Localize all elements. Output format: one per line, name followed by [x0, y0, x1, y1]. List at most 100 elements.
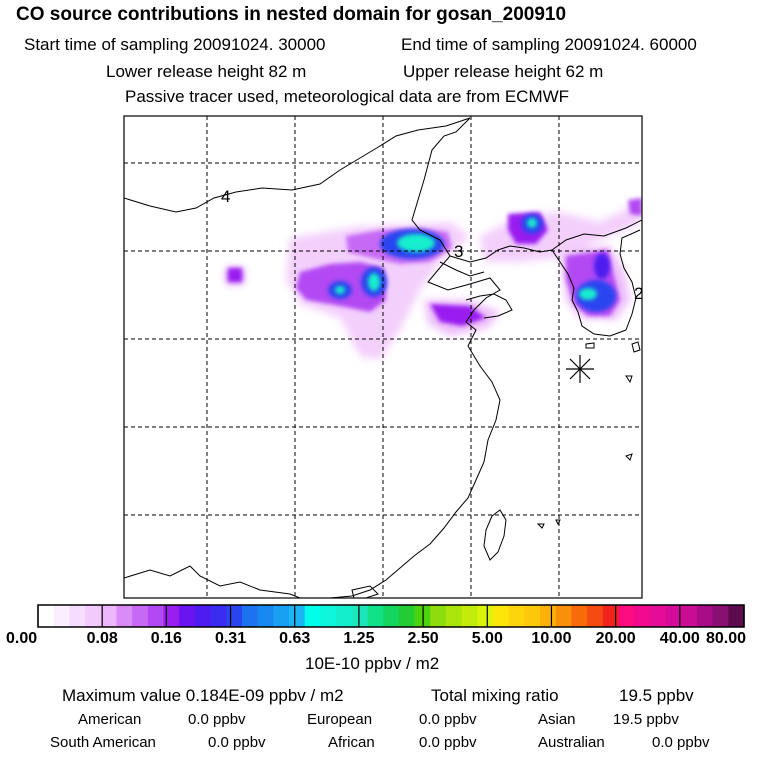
coastline-shandong: [465, 293, 513, 319]
colorbar-swatch: [116, 605, 133, 627]
colorbar-swatch: [320, 605, 337, 627]
source-name-european: European: [307, 711, 373, 728]
end-time-label: End time of sampling 20091024. 60000: [401, 35, 697, 54]
colorbar-tick-label: 2.50: [407, 630, 439, 647]
colorbar-swatch: [100, 605, 118, 627]
colorbar-swatch: [304, 605, 321, 627]
colorbar-swatch: [696, 605, 714, 627]
source-value-african: 0.0 ppbv: [419, 734, 477, 751]
cyan-hebei: [368, 273, 380, 291]
colorbar-swatch: [430, 605, 447, 627]
colorbar-swatch: [665, 605, 682, 627]
blue-korea-north: [594, 253, 610, 279]
cyan-shanxi: [335, 286, 345, 294]
violet-shandong: [430, 304, 486, 326]
colorbar-tick-label: 40.00: [659, 630, 700, 647]
colorbar-swatch: [336, 605, 353, 627]
source-value-asian: 19.5 ppbv: [613, 711, 679, 728]
source-name-australian: Australian: [538, 734, 605, 751]
colorbar-tick-label: 0.00: [6, 630, 38, 647]
island-ryukyu-1: [625, 453, 633, 461]
colorbar-swatch: [618, 605, 635, 627]
coastline-gulf: [124, 565, 301, 598]
island-japan-1: [631, 341, 641, 353]
colorbar-swatch: [147, 605, 165, 627]
colorbar-swatch: [524, 605, 541, 627]
colorbar-swatch: [226, 605, 243, 627]
colorbar-swatch: [179, 605, 196, 627]
colorbar-swatch: [163, 605, 180, 627]
colorbar-swatch: [571, 605, 588, 627]
colorbar-swatch: [492, 605, 510, 627]
coastline-korea-west: [551, 249, 627, 337]
border-mongolia: [124, 117, 471, 213]
colorbar-swatch: [210, 605, 227, 627]
colorbar-swatch: [634, 605, 651, 627]
cyan-korea: [579, 288, 597, 300]
colorbar-swatch: [194, 605, 212, 627]
source-value-south-american: 0.0 ppbv: [208, 734, 266, 751]
coastline-korea-east: [619, 229, 641, 331]
concentration-field: [124, 117, 642, 598]
colorbar-swatch: [351, 605, 369, 627]
coastline-bohai: [439, 261, 485, 277]
colorbar-swatch: [477, 605, 494, 627]
start-time-label: Start time of sampling 20091024. 30000: [24, 35, 326, 54]
colorbar-swatch: [555, 605, 573, 627]
island-japan-2: [625, 375, 633, 384]
violet-east: [628, 198, 642, 216]
chart-title: CO source contributions in nested domain…: [16, 4, 567, 25]
colorbar-swatch: [273, 605, 290, 627]
violet-spot: [228, 268, 242, 282]
colorbar-swatch: [85, 605, 102, 627]
border-northeast: [551, 219, 642, 251]
colorbar-swatch: [398, 605, 416, 627]
colorbar-swatch: [681, 605, 698, 627]
borders: [124, 117, 642, 251]
colorbar-frame: [37, 604, 745, 628]
colorbar-swatch: [241, 605, 259, 627]
source-name-american: American: [78, 711, 142, 728]
colorbar-tick-label: 0.31: [214, 630, 247, 647]
colorbar-swatch: [132, 605, 149, 627]
colorbar-swatch: [712, 605, 729, 627]
cyan-beijing: [397, 234, 435, 252]
island-ryukyu-2: [536, 523, 545, 529]
contour-label-3: 3: [454, 242, 463, 261]
contour-label-4: 4: [221, 187, 230, 206]
total-mixing-ratio-label: Total mixing ratio: [431, 686, 559, 705]
colorbar-tick-label: 10.00: [531, 630, 572, 647]
tracer-note: Passive tracer used, meteorological data…: [125, 87, 570, 106]
receptor-star-icon: [566, 355, 594, 383]
colorbar-swatch: [257, 605, 274, 627]
colorbar-swatch: [649, 605, 667, 627]
colorbar-swatch: [38, 605, 55, 627]
colorbar-swatch: [53, 605, 70, 627]
island-taiwan: [483, 509, 507, 561]
colorbar-units: 10E-10 ppbv / m2: [305, 654, 440, 673]
source-name-african: African: [328, 734, 375, 751]
colorbar-tick-label: 5.00: [471, 630, 503, 647]
colorbar-swatch: [289, 605, 306, 627]
colorbar-tick-label: 0.16: [150, 630, 182, 647]
colorbar-tick-label: 0.63: [279, 630, 311, 647]
islands: [351, 341, 641, 598]
total-mixing-ratio-value: 19.5 ppbv: [619, 686, 694, 705]
colorbar-swatch: [602, 605, 620, 627]
colorbar-swatch: [69, 605, 86, 627]
source-name-south-american: South American: [50, 734, 156, 751]
source-name-asian: Asian: [538, 711, 576, 728]
colorbar-swatch: [383, 605, 400, 627]
grid-lines: [124, 116, 642, 598]
source-value-australian: 0.0 ppbv: [652, 734, 710, 751]
maximum-value-label: Maximum value 0.184E-09 ppbv / m2: [62, 686, 344, 705]
colorbar: [37, 604, 745, 628]
colorbar-tick-label: 20.00: [595, 630, 636, 647]
colorbar-swatch: [445, 605, 463, 627]
map-frame: [123, 115, 643, 599]
colorbar-swatch: [540, 605, 557, 627]
colorbar-swatch: [461, 605, 478, 627]
colorbar-tick-label: 0.08: [86, 630, 118, 647]
colorbar-swatch: [508, 605, 525, 627]
